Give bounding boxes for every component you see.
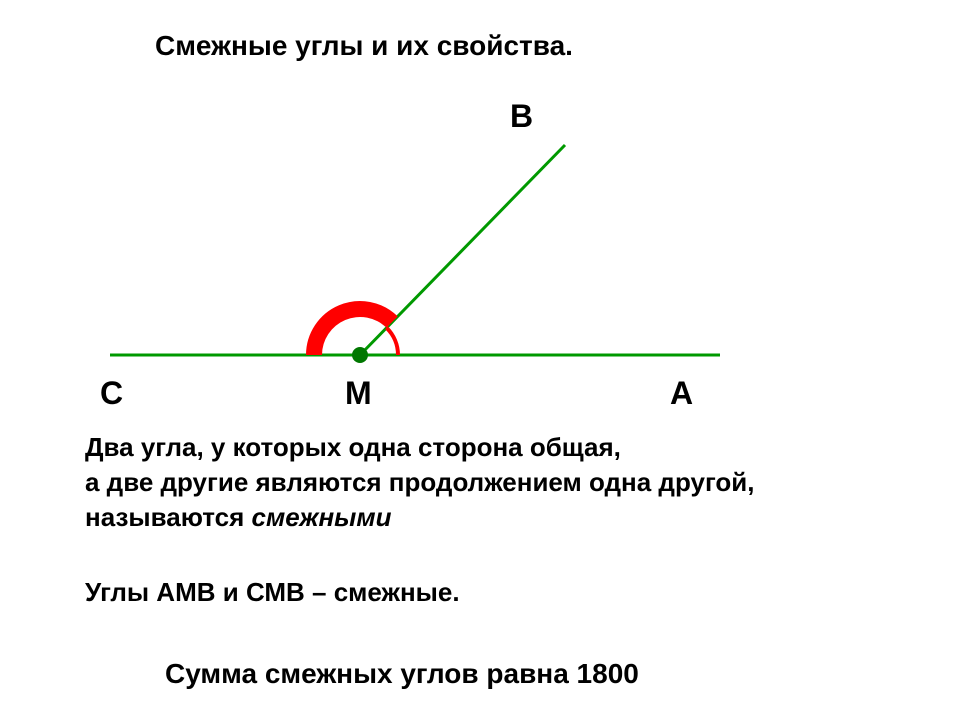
label-A: А [670, 375, 693, 412]
label-C: С [100, 375, 123, 412]
page-root: Смежные углы и их свойства. В С М А Два … [0, 0, 960, 720]
label-M: М [345, 375, 372, 412]
definition-line3: называются смежными [85, 500, 755, 535]
definition-line1: Два угла, у которых одна сторона общая, [85, 430, 755, 465]
label-B: В [510, 98, 533, 135]
definition-line3-prefix: называются [85, 502, 252, 532]
definition-line2: а две другие являются продолжением одна … [85, 465, 755, 500]
definition-block: Два угла, у которых одна сторона общая, … [85, 430, 755, 535]
vertex-point-M [352, 347, 368, 363]
angle-arc-CMB-fill [308, 303, 396, 355]
definition-line3-italic: смежными [252, 502, 392, 532]
example-line: Углы АМВ и СМВ – смежные. [85, 575, 460, 610]
angle-arc-AMB [387, 328, 398, 355]
theorem-line: Сумма смежных углов равна 1800 [165, 655, 639, 693]
ray-MB [360, 145, 565, 355]
adjacent-angles-diagram [0, 0, 960, 720]
